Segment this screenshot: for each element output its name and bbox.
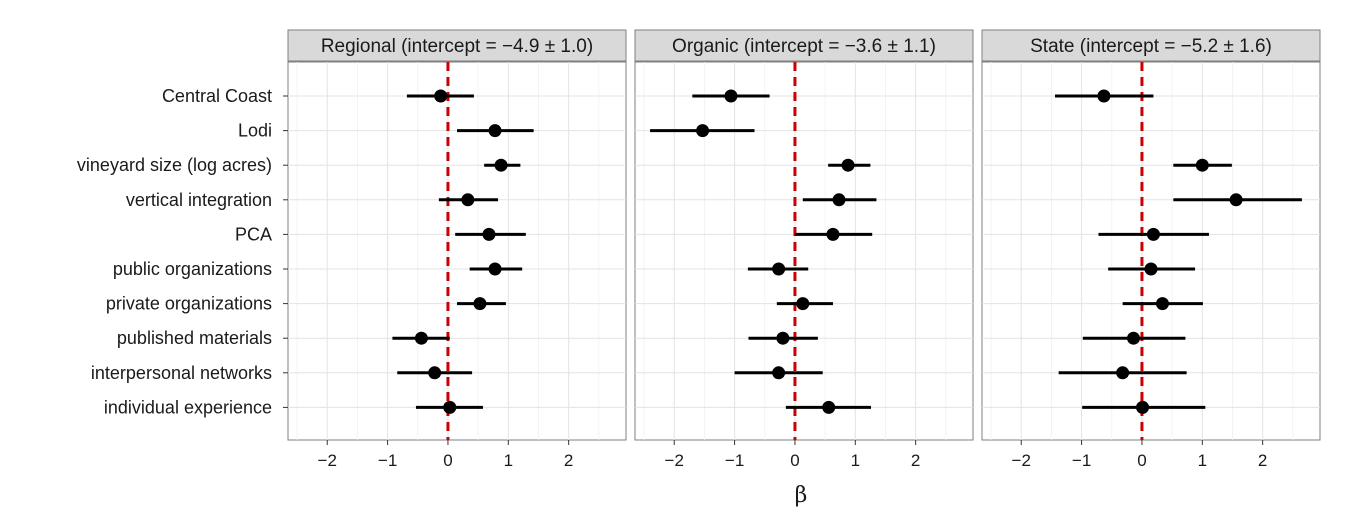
category-label: published materials (117, 328, 272, 348)
estimate-point (1155, 297, 1169, 311)
estimate-point (841, 158, 855, 172)
x-tick-label: 2 (911, 451, 920, 470)
category-label: vertical integration (126, 190, 272, 210)
estimate-point (434, 89, 448, 103)
panel-background (634, 61, 974, 441)
estimate-point (1136, 400, 1150, 414)
estimate-point (1116, 366, 1130, 380)
panel-title: Regional (intercept = −4.9 ± 1.0) (321, 36, 593, 57)
category-label: private organizations (106, 294, 272, 314)
x-tick-label: −1 (1072, 451, 1091, 470)
estimate-point (443, 400, 457, 414)
estimate-point (473, 297, 487, 311)
estimate-point (832, 193, 846, 207)
panel-strip (634, 29, 974, 62)
panel-background (287, 61, 627, 441)
category-label: Central Coast (162, 86, 272, 106)
estimate-point (494, 158, 508, 172)
estimate-point (796, 297, 810, 311)
x-tick-label: −1 (378, 451, 397, 470)
category-label: individual experience (104, 397, 272, 417)
estimate-point (822, 400, 836, 414)
estimate-point (724, 89, 738, 103)
estimate-point (414, 331, 428, 345)
panel-background (981, 61, 1321, 441)
estimate-point (1144, 262, 1158, 276)
panel-strip (981, 29, 1321, 62)
category-label: Lodi (238, 121, 272, 141)
x-axis-title: β (795, 483, 808, 508)
x-tick-label: 0 (443, 451, 452, 470)
panel-strip (287, 29, 627, 62)
category-label: vineyard size (log acres) (77, 155, 272, 175)
estimate-point (482, 227, 496, 241)
x-tick-label: 2 (1258, 451, 1267, 470)
estimate-point (772, 262, 786, 276)
x-tick-label: −2 (318, 451, 337, 470)
estimate-point (1195, 158, 1209, 172)
estimate-point (826, 227, 840, 241)
x-tick-label: −2 (665, 451, 684, 470)
panel-title: Organic (intercept = −3.6 ± 1.1) (672, 36, 936, 57)
x-tick-label: 0 (1137, 451, 1146, 470)
estimate-point (461, 193, 475, 207)
category-label: PCA (235, 224, 272, 244)
x-tick-label: 2 (564, 451, 573, 470)
estimate-point (776, 331, 790, 345)
x-tick-label: −1 (725, 451, 744, 470)
estimate-point (772, 366, 786, 380)
estimate-point (1229, 193, 1243, 207)
x-tick-label: 1 (851, 451, 860, 470)
x-tick-label: −2 (1012, 451, 1031, 470)
estimate-point (1146, 227, 1160, 241)
estimate-point (1097, 89, 1111, 103)
x-tick-label: 1 (1198, 451, 1207, 470)
x-tick-label: 1 (504, 451, 513, 470)
estimate-point (696, 124, 710, 138)
category-label: public organizations (113, 259, 272, 279)
estimate-point (488, 124, 502, 138)
estimate-point (428, 366, 442, 380)
estimate-point (1126, 331, 1140, 345)
x-tick-label: 0 (790, 451, 799, 470)
panel-title: State (intercept = −5.2 ± 1.6) (1030, 36, 1272, 57)
category-label: interpersonal networks (91, 363, 272, 383)
estimate-point (488, 262, 502, 276)
